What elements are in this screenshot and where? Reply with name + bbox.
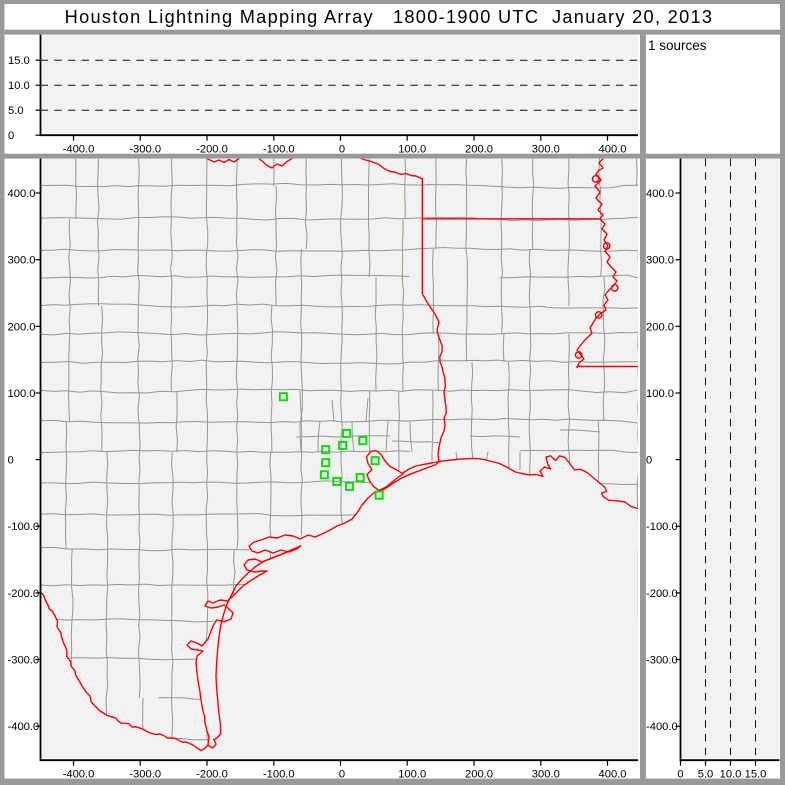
svg-text:200.0: 200.0	[8, 321, 36, 333]
svg-text:100.0: 100.0	[398, 768, 426, 780]
svg-text:-100.0: -100.0	[263, 143, 295, 155]
svg-text:200.0: 200.0	[465, 143, 493, 155]
svg-text:10.0: 10.0	[720, 768, 742, 780]
svg-text:200.0: 200.0	[646, 321, 674, 333]
svg-text:-300.0: -300.0	[646, 655, 678, 667]
svg-text:-200.0: -200.0	[8, 588, 40, 600]
svg-text:-100.0: -100.0	[8, 521, 40, 533]
svg-text:1 sources: 1 sources	[648, 38, 707, 53]
svg-text:-300.0: -300.0	[129, 143, 161, 155]
svg-text:5.0: 5.0	[698, 768, 714, 780]
svg-text:400.0: 400.0	[599, 143, 627, 155]
svg-text:-400.0: -400.0	[646, 721, 678, 733]
svg-text:-100.0: -100.0	[646, 521, 678, 533]
svg-text:0: 0	[339, 143, 345, 155]
svg-text:10.0: 10.0	[8, 80, 30, 92]
svg-text:300.0: 300.0	[8, 255, 36, 267]
svg-text:0: 0	[677, 768, 683, 780]
svg-text:400.0: 400.0	[599, 768, 627, 780]
svg-text:-400.0: -400.0	[63, 768, 95, 780]
svg-text:-400.0: -400.0	[63, 143, 95, 155]
svg-text:200.0: 200.0	[465, 768, 493, 780]
svg-text:100.0: 100.0	[8, 388, 36, 400]
svg-text:100.0: 100.0	[398, 143, 426, 155]
svg-text:15.0: 15.0	[8, 55, 30, 67]
svg-text:15.0: 15.0	[745, 768, 767, 780]
svg-text:Houston Lightning Mapping Arra: Houston Lightning Mapping Array 1800-190…	[65, 7, 714, 27]
svg-text:400.0: 400.0	[8, 188, 36, 200]
svg-text:-100.0: -100.0	[263, 768, 295, 780]
svg-text:-200.0: -200.0	[646, 588, 678, 600]
svg-text:300.0: 300.0	[532, 768, 560, 780]
svg-text:-200.0: -200.0	[196, 143, 228, 155]
svg-text:0: 0	[646, 455, 652, 467]
svg-text:-400.0: -400.0	[8, 721, 40, 733]
svg-text:300.0: 300.0	[532, 143, 560, 155]
svg-text:-200.0: -200.0	[196, 768, 228, 780]
svg-text:300.0: 300.0	[646, 255, 674, 267]
svg-text:-300.0: -300.0	[129, 768, 161, 780]
svg-text:-300.0: -300.0	[8, 655, 40, 667]
svg-text:400.0: 400.0	[646, 188, 674, 200]
svg-text:100.0: 100.0	[646, 388, 674, 400]
svg-text:5.0: 5.0	[8, 105, 24, 117]
svg-text:0: 0	[339, 768, 345, 780]
svg-text:0: 0	[8, 130, 14, 142]
svg-text:0: 0	[8, 455, 14, 467]
